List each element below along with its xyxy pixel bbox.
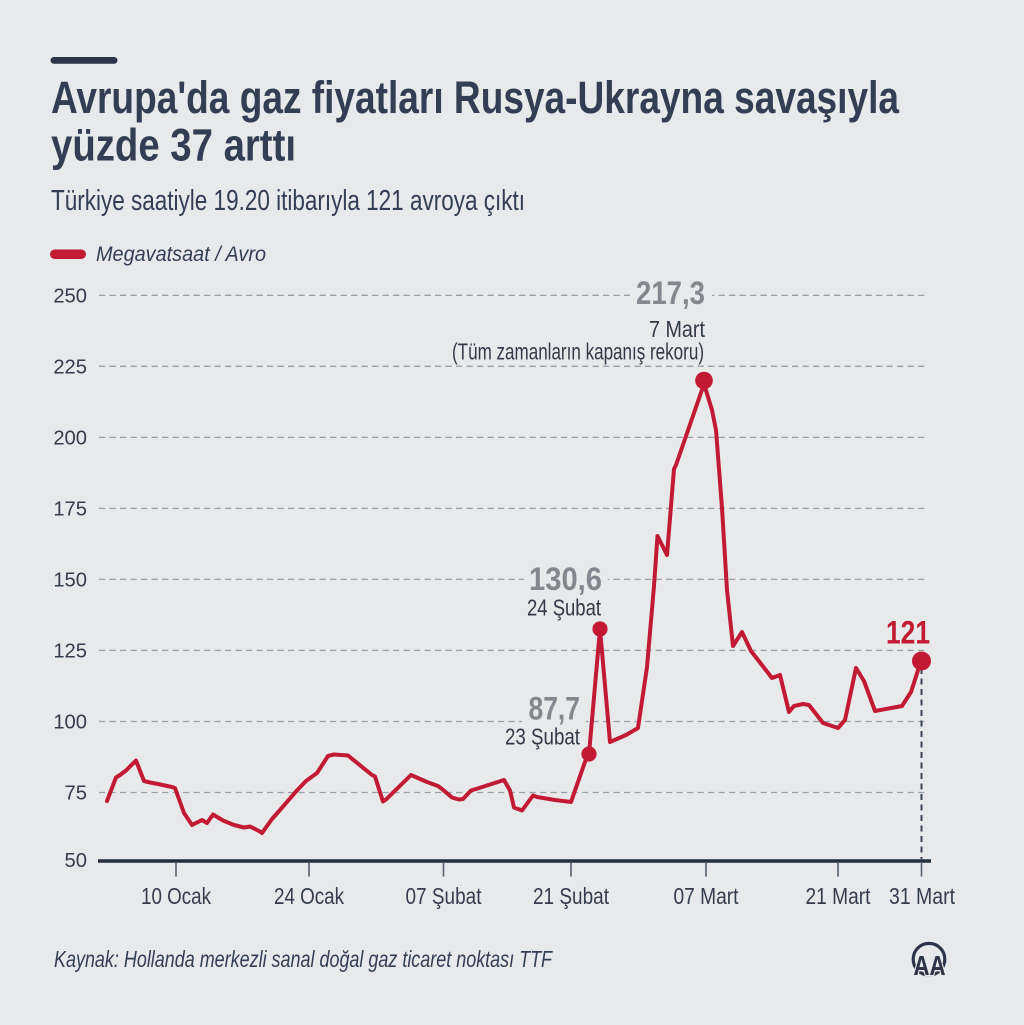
- svg-text:200: 200: [53, 427, 87, 449]
- svg-text:225: 225: [53, 356, 87, 378]
- svg-text:50: 50: [65, 850, 87, 872]
- svg-text:Avrupa'da gaz fiyatları Rusya-: Avrupa'da gaz fiyatları Rusya-Ukrayna sa…: [51, 72, 900, 123]
- svg-text:150: 150: [53, 569, 87, 591]
- svg-text:24 Ocak: 24 Ocak: [274, 883, 344, 909]
- svg-text:217,3: 217,3: [636, 275, 705, 311]
- svg-text:121: 121: [886, 615, 930, 651]
- svg-text:24 Şubat: 24 Şubat: [527, 595, 601, 621]
- svg-text:21 Mart: 21 Mart: [806, 883, 871, 909]
- svg-text:(Tüm zamanların kapanış rekoru: (Tüm zamanların kapanış rekoru): [452, 339, 704, 365]
- svg-text:130,6: 130,6: [529, 561, 602, 597]
- svg-text:31 Mart: 31 Mart: [889, 883, 956, 909]
- svg-text:07 Şubat: 07 Şubat: [406, 883, 482, 909]
- svg-text:100: 100: [53, 712, 87, 734]
- svg-text:7 Mart: 7 Mart: [649, 316, 706, 342]
- svg-text:23 Şubat: 23 Şubat: [505, 724, 580, 750]
- svg-text:Megavatsaat / Avro: Megavatsaat / Avro: [96, 243, 266, 266]
- svg-text:AA: AA: [914, 950, 946, 981]
- svg-text:yüzde 37 arttı: yüzde 37 arttı: [51, 120, 296, 171]
- svg-text:87,7: 87,7: [529, 691, 581, 727]
- svg-text:250: 250: [53, 285, 87, 307]
- svg-text:10 Ocak: 10 Ocak: [141, 883, 211, 909]
- svg-text:AA: AA: [914, 950, 946, 981]
- svg-text:Kaynak: Hollanda merkezli sana: Kaynak: Hollanda merkezli sanal doğal ga…: [54, 946, 553, 972]
- svg-text:175: 175: [53, 498, 87, 520]
- svg-text:75: 75: [65, 783, 87, 805]
- svg-text:125: 125: [53, 640, 87, 662]
- svg-text:Türkiye saatiyle 19.20 itibarı: Türkiye saatiyle 19.20 itibarıyla 121 av…: [51, 185, 525, 217]
- svg-text:21 Şubat: 21 Şubat: [533, 883, 609, 909]
- svg-text:07 Mart: 07 Mart: [674, 883, 739, 909]
